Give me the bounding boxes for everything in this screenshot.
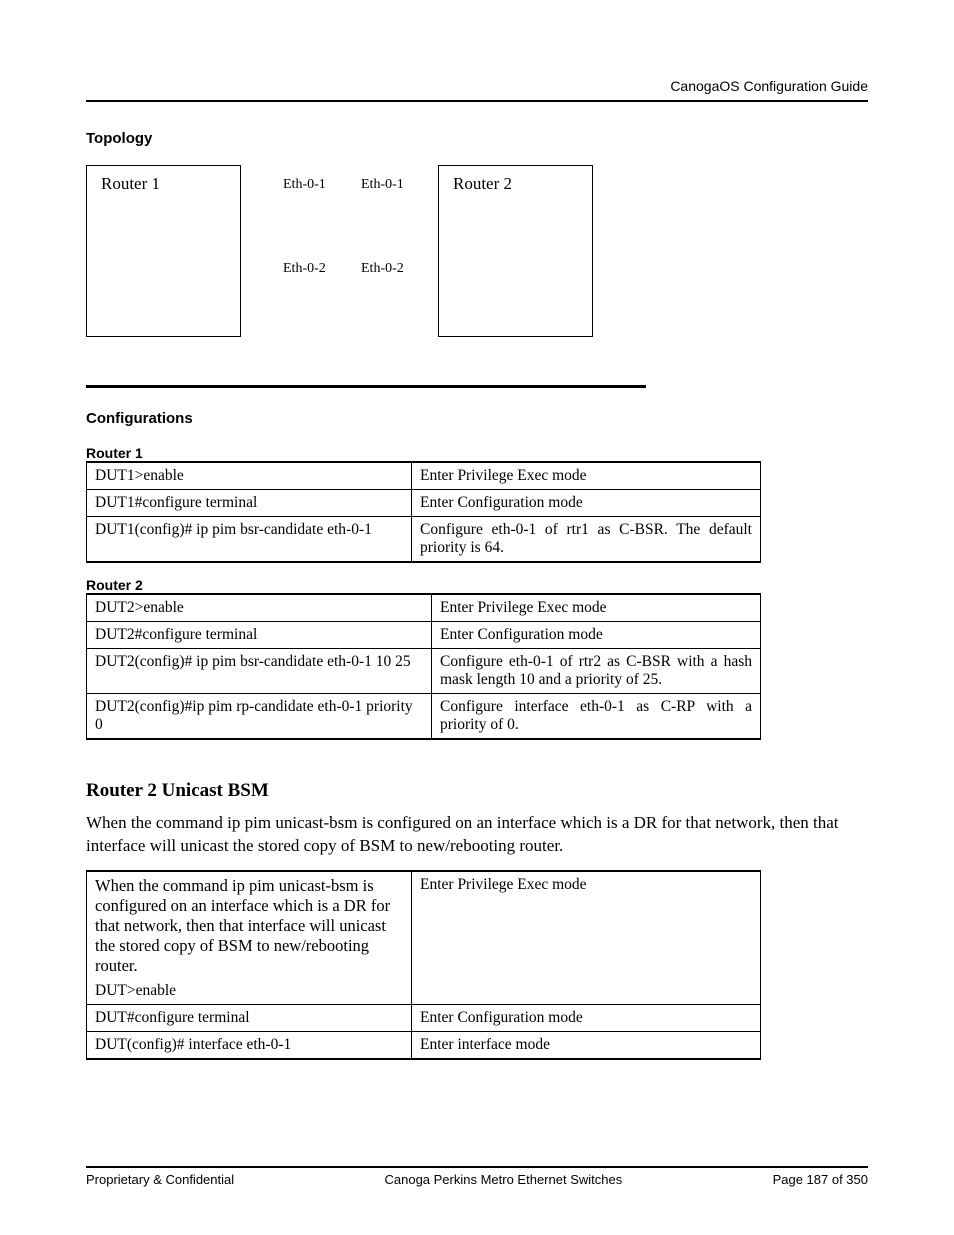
cmd-text: DUT>enable: [95, 982, 403, 1000]
page-footer: Proprietary & Confidential Canoga Perkin…: [86, 1166, 868, 1187]
footer-rule: [86, 1166, 868, 1168]
footer-left: Proprietary & Confidential: [86, 1172, 234, 1187]
cmd-cell: DUT(config)# interface eth-0-1: [87, 1031, 412, 1059]
desc-cell: Configure interface eth-0-1 as C-RP with…: [432, 694, 761, 740]
table-row: DUT1#configure terminal Enter Configurat…: [87, 490, 761, 517]
heading-unicast-bsm: Router 2 Unicast BSM: [86, 780, 868, 802]
eth-label: Eth-0-1: [283, 177, 326, 193]
desc-cell: Configure eth-0-1 of rtr2 as C-BSR with …: [432, 649, 761, 694]
cmd-cell: DUT2(config)# ip pim bsr-candidate eth-0…: [87, 649, 432, 694]
table-row: DUT1>enable Enter Privilege Exec mode: [87, 462, 761, 490]
divider-rule: [86, 385, 646, 388]
cmd-cell: DUT#configure terminal: [87, 1004, 412, 1031]
table-row: DUT#configure terminal Enter Configurati…: [87, 1004, 761, 1031]
footer-row: Proprietary & Confidential Canoga Perkin…: [86, 1172, 868, 1187]
cmd-cell: DUT1#configure terminal: [87, 490, 412, 517]
topology-diagram: Router 1 Router 2 Eth-0-1 Eth-0-1 Eth-0-…: [86, 165, 646, 365]
desc-cell: Enter Privilege Exec mode: [412, 462, 761, 490]
footer-center: Canoga Perkins Metro Ethernet Switches: [384, 1172, 622, 1187]
footer-right: Page 187 of 350: [773, 1172, 868, 1187]
cmd-cell: DUT2#configure terminal: [87, 622, 432, 649]
table-router1: DUT1>enable Enter Privilege Exec mode DU…: [86, 461, 761, 563]
table-row: DUT(config)# interface eth-0-1 Enter int…: [87, 1031, 761, 1059]
desc-cell: Enter Configuration mode: [412, 1004, 761, 1031]
table-router2: DUT2>enable Enter Privilege Exec mode DU…: [86, 593, 761, 740]
heading-configurations: Configurations: [86, 410, 868, 427]
router1-box: Router 1: [86, 165, 241, 337]
table-row: DUT1(config)# ip pim bsr-candidate eth-0…: [87, 517, 761, 563]
cmd-cell: When the command ip pim unicast-bsm is c…: [87, 871, 412, 1005]
table-row: DUT2>enable Enter Privilege Exec mode: [87, 594, 761, 622]
desc-cell: Enter Configuration mode: [432, 622, 761, 649]
table-row: When the command ip pim unicast-bsm is c…: [87, 871, 761, 1005]
unicast-intro-text: When the command ip pim unicast-bsm is c…: [86, 812, 868, 858]
eth-label: Eth-0-2: [283, 261, 326, 277]
eth-label: Eth-0-2: [361, 261, 404, 277]
desc-cell: Enter Configuration mode: [412, 490, 761, 517]
table-row: DUT2#configure terminal Enter Configurat…: [87, 622, 761, 649]
desc-cell: Enter interface mode: [412, 1031, 761, 1059]
table-row: DUT2(config)#ip pim rp-candidate eth-0-1…: [87, 694, 761, 740]
cmd-cell: DUT1(config)# ip pim bsr-candidate eth-0…: [87, 517, 412, 563]
desc-cell: Enter Privilege Exec mode: [432, 594, 761, 622]
cmd-cell: DUT1>enable: [87, 462, 412, 490]
cmd-cell: DUT2(config)#ip pim rp-candidate eth-0-1…: [87, 694, 432, 740]
cmd-cell: DUT2>enable: [87, 594, 432, 622]
router2-box: Router 2: [438, 165, 593, 337]
heading-topology: Topology: [86, 130, 868, 147]
cmd-para: When the command ip pim unicast-bsm is c…: [95, 876, 403, 976]
desc-cell: Enter Privilege Exec mode: [412, 871, 761, 1005]
heading-router2: Router 2: [86, 577, 868, 593]
table-unicast: When the command ip pim unicast-bsm is c…: [86, 870, 761, 1060]
heading-router1: Router 1: [86, 445, 868, 461]
table-row: DUT2(config)# ip pim bsr-candidate eth-0…: [87, 649, 761, 694]
eth-label: Eth-0-1: [361, 177, 404, 193]
page-header: CanogaOS Configuration Guide: [86, 78, 868, 102]
desc-cell: Configure eth-0-1 of rtr1 as C-BSR. The …: [412, 517, 761, 563]
